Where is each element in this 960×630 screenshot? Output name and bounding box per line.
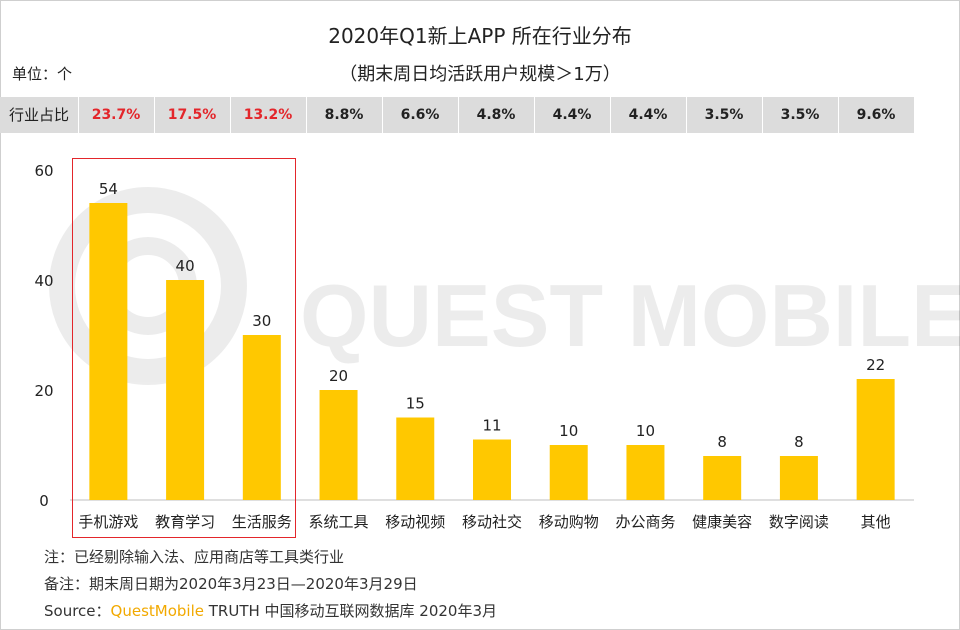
highlight-box [72, 158, 296, 538]
share-cell: 8.8% [324, 107, 364, 123]
bar [549, 445, 588, 500]
bar [319, 390, 358, 500]
chart-subtitle: （期末周日均活跃用户规模＞1万） [339, 64, 621, 85]
footnote-exclusion: 注：已经剔除输入法、应用商店等工具类行业 [44, 548, 345, 566]
footnote-period: 备注：期末周日期为2020年3月23日—2020年3月29日 [44, 575, 418, 593]
x-tick-label: 移动视频 [385, 513, 445, 531]
source-text: TRUTH 中国移动互联网数据库 2020年3月 [203, 602, 498, 620]
watermark-text: QUEST MOBILE [300, 266, 960, 365]
data-label: 10 [559, 422, 578, 440]
x-tick-label: 教育学习 [155, 513, 215, 531]
share-cell: 13.2% [243, 107, 293, 123]
bar [473, 439, 511, 500]
x-tick-label: 移动购物 [539, 513, 599, 531]
industry-share-row: 行业占比 23.7% 17.5% 13.2% 8.8% 6.6% 4.8% 4.… [0, 97, 914, 133]
x-tick-label: 其他 [861, 513, 891, 531]
share-cell: 4.4% [552, 107, 592, 123]
bar [166, 280, 205, 500]
data-label: 54 [99, 180, 118, 198]
data-label: 30 [252, 312, 271, 330]
data-label: 8 [717, 433, 727, 451]
share-cell: 4.4% [628, 107, 668, 123]
share-row-label: 行业占比 [8, 106, 69, 124]
bar [626, 445, 665, 500]
share-cell: 3.5% [704, 107, 744, 123]
source-line: Source：QuestMobile TRUTH 中国移动互联网数据库 2020… [44, 600, 497, 621]
unit-label: 单位：个 [12, 65, 73, 83]
source-brand: QuestMobile [110, 602, 204, 620]
data-label: 10 [636, 422, 655, 440]
bar [89, 203, 128, 500]
y-tick-label: 20 [34, 382, 53, 400]
x-tick-label: 办公商务 [615, 513, 675, 531]
x-tick-label: 生活服务 [232, 513, 292, 531]
bar [779, 456, 818, 500]
share-cell: 9.6% [856, 107, 896, 123]
share-cell: 6.6% [400, 107, 440, 123]
x-tick-label: 健康美容 [692, 513, 752, 531]
share-cell: 3.5% [780, 107, 820, 123]
data-label: 8 [794, 433, 804, 451]
x-tick-label: 手机游戏 [78, 513, 138, 531]
chart-title: 2020年Q1新上APP 所在行业分布 [328, 24, 632, 48]
share-cell: 17.5% [167, 107, 217, 123]
share-cell: 4.8% [476, 107, 516, 123]
bar [396, 417, 435, 500]
data-label: 22 [866, 356, 885, 374]
y-tick-label: 40 [34, 272, 53, 290]
source-prefix: Source： [44, 602, 111, 620]
x-tick-label: 系统工具 [309, 513, 369, 531]
data-label: 40 [176, 257, 195, 275]
y-tick-label: 60 [34, 162, 53, 180]
share-cell: 23.7% [91, 107, 141, 123]
data-label: 11 [482, 417, 501, 435]
data-label: 20 [329, 367, 348, 385]
bar [703, 456, 742, 500]
x-tick-label: 移动社交 [462, 513, 522, 531]
bar [242, 335, 281, 500]
x-tick-label: 数字阅读 [769, 513, 829, 531]
bar [856, 379, 895, 500]
data-label: 15 [406, 395, 425, 413]
y-tick-label: 0 [39, 492, 49, 510]
